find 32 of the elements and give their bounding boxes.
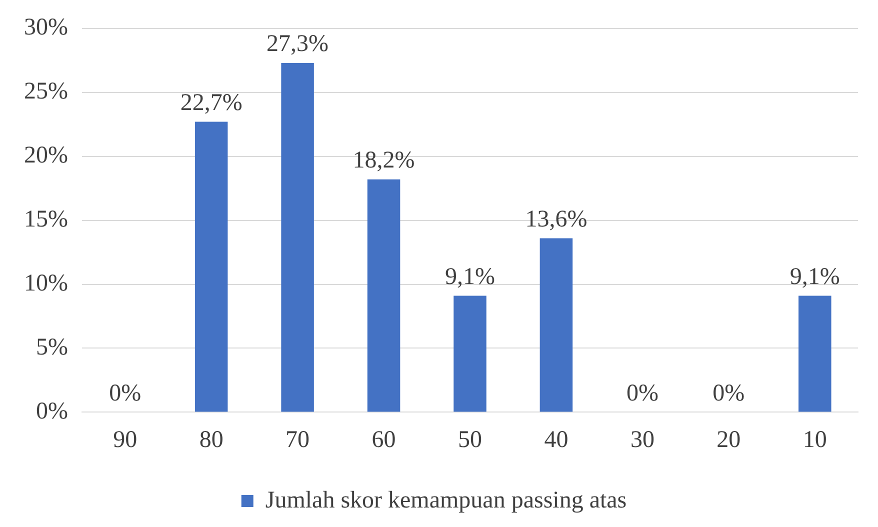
x-tick-label: 80: [199, 426, 224, 453]
data-label: 0%: [712, 380, 745, 406]
bar: [454, 296, 486, 412]
x-tick-label: 70: [286, 426, 310, 453]
x-tick-label: 40: [544, 426, 568, 453]
data-label: 22,7%: [180, 90, 242, 116]
y-tick-label: 30%: [24, 14, 68, 41]
x-tick-label: 20: [716, 426, 741, 453]
y-tick-label: 5%: [36, 334, 68, 361]
y-tick-label: 15%: [24, 206, 68, 233]
x-tick-label: 60: [372, 426, 396, 453]
legend-label: Jumlah skor kemampuan passing atas: [265, 487, 627, 514]
x-tick-label: 50: [458, 426, 482, 453]
x-tick-label: 90: [113, 426, 138, 453]
x-tick-label: 30: [630, 426, 654, 453]
data-label: 18,2%: [352, 148, 415, 174]
data-label: 9,1%: [444, 264, 495, 290]
y-tick-label: 10%: [24, 270, 68, 297]
bar: [540, 238, 573, 412]
data-label: 27,3%: [266, 31, 329, 58]
bar: [367, 179, 400, 412]
data-label: 13,6%: [525, 206, 588, 233]
y-tick-label: 20%: [24, 142, 68, 169]
x-tick-label: 10: [802, 426, 827, 453]
bar: [281, 62, 314, 412]
y-tick-label: 0%: [36, 398, 68, 424]
y-tick-label: 25%: [24, 78, 68, 105]
bar: [798, 296, 832, 412]
data-label: 0%: [109, 380, 142, 406]
data-label: 9,1%: [790, 264, 840, 290]
bar: [194, 122, 228, 412]
data-label: 0%: [626, 380, 658, 406]
